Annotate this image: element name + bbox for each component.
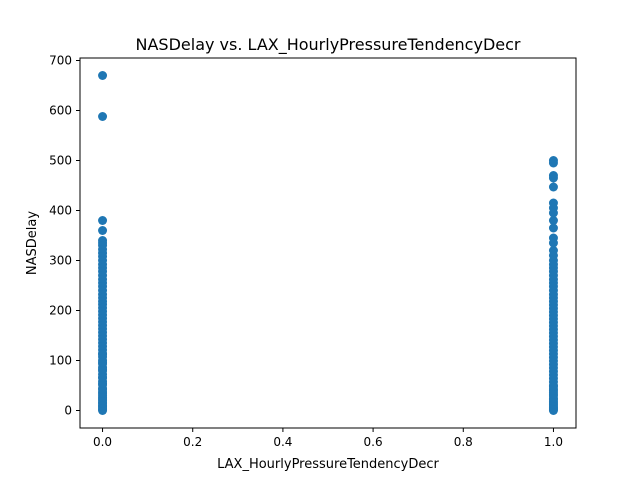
y-axis-ticks: 0 100 200 300 400 500 600 700 bbox=[49, 54, 80, 418]
x-tick-label: 0.2 bbox=[183, 435, 202, 449]
data-point bbox=[548, 216, 558, 225]
x-tick-label: 0.6 bbox=[364, 435, 383, 449]
data-point bbox=[98, 216, 108, 225]
data-point bbox=[98, 71, 108, 80]
data-point bbox=[548, 182, 558, 192]
y-tick-label: 400 bbox=[49, 204, 72, 218]
data-point bbox=[98, 373, 108, 382]
data-point bbox=[548, 173, 558, 183]
x-axis-label: LAX_HourlyPressureTendencyDecr bbox=[217, 457, 439, 472]
y-tick-label: 0 bbox=[64, 404, 72, 418]
chart-title: NASDelay vs. LAX_HourlyPressureTendencyD… bbox=[136, 35, 521, 55]
x-tick-label: 1.0 bbox=[544, 435, 563, 449]
data-point bbox=[548, 238, 558, 248]
data-point bbox=[548, 223, 558, 233]
y-tick-label: 200 bbox=[49, 304, 72, 318]
data-point bbox=[98, 358, 108, 367]
axes-frame bbox=[79, 57, 577, 429]
y-axis-label: NASDelay bbox=[25, 211, 40, 275]
y-tick-label: 500 bbox=[49, 154, 72, 168]
x-tick-label: 0.4 bbox=[273, 435, 292, 449]
y-tick-label: 600 bbox=[49, 104, 72, 118]
y-tick-label: 700 bbox=[49, 54, 72, 68]
points-layer bbox=[98, 71, 558, 415]
data-point bbox=[98, 350, 108, 359]
x-tick-label: 0.8 bbox=[454, 435, 473, 449]
data-point bbox=[548, 382, 558, 391]
y-tick-label: 100 bbox=[49, 354, 72, 368]
data-point bbox=[98, 226, 108, 235]
data-point bbox=[548, 158, 558, 168]
data-point bbox=[98, 365, 108, 374]
data-point bbox=[548, 208, 558, 218]
data-point bbox=[98, 112, 108, 121]
y-tick-label: 300 bbox=[49, 254, 72, 268]
x-axis-ticks: 0.0 0.2 0.4 0.6 0.8 1.0 bbox=[93, 428, 563, 449]
x-tick-label: 0.0 bbox=[93, 435, 112, 449]
